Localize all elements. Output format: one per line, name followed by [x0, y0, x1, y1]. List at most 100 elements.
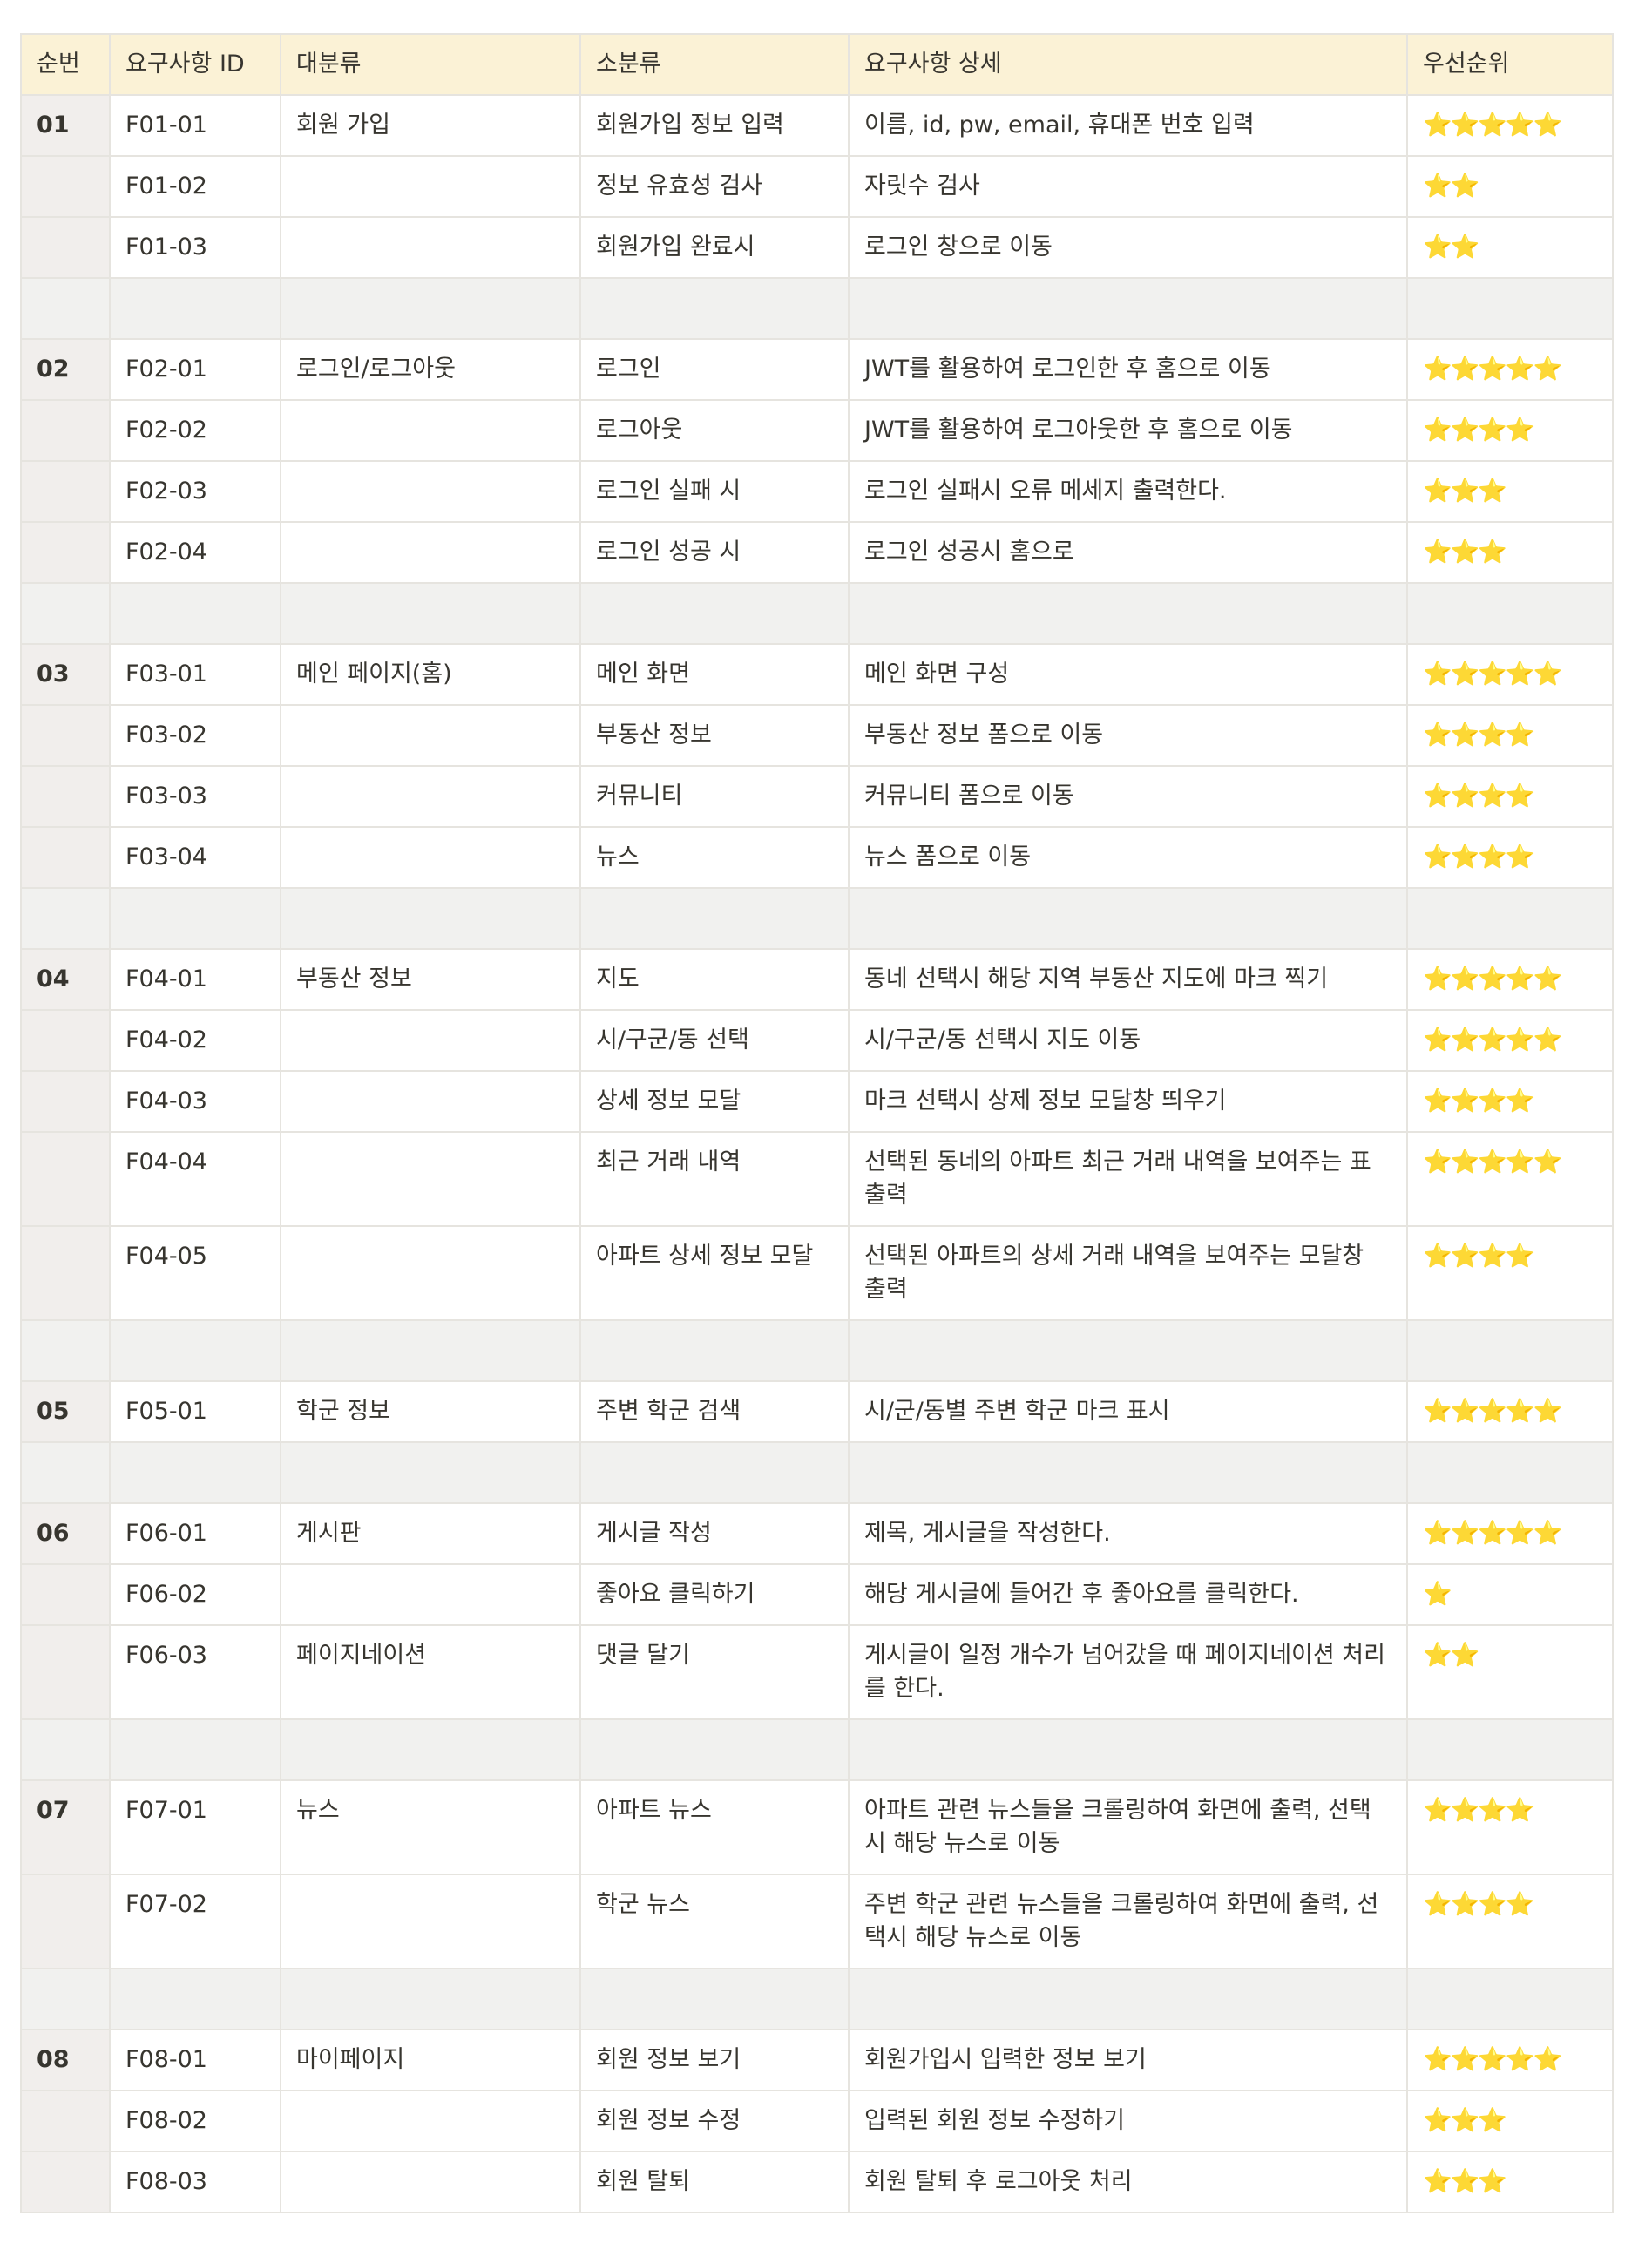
cell-minor-category: 회원가입 정보 입력 — [579, 94, 850, 157]
cell-priority-stars: ⭐⭐⭐ — [1406, 2151, 1614, 2213]
table-row: 02 F02-01 로그인/로그아웃 로그인 JWT를 활용하여 로그인한 후 홈으로 … — [20, 338, 1614, 401]
cell-priority-stars: ⭐⭐⭐⭐ — [1406, 1225, 1614, 1321]
table-row: F08-02 회원 정보 수정 입력된 회원 정보 수정하기 ⭐⭐⭐ — [20, 2090, 1614, 2152]
cell-seq — [20, 2151, 111, 2213]
cell-priority-stars: ⭐⭐⭐⭐ — [1406, 399, 1614, 462]
cell-seq — [20, 1624, 111, 1720]
cell-major-category — [280, 1225, 581, 1321]
separator-cell — [579, 1441, 850, 1504]
table-row: F04-04 최근 거래 내역 선택된 동네의 아파트 최근 거래 내역을 보여주는… — [20, 1131, 1614, 1227]
cell-priority-stars: ⭐⭐ — [1406, 155, 1614, 218]
cell-requirement-detail: 제목, 게시글을 작성한다. — [848, 1502, 1408, 1565]
cell-major-category — [280, 1131, 581, 1227]
separator-cell — [579, 1319, 850, 1382]
separator-cell — [848, 1968, 1408, 2030]
cell-minor-category: 로그아웃 — [579, 399, 850, 462]
cell-seq: 03 — [20, 643, 111, 706]
cell-minor-category: 댓글 달기 — [579, 1624, 850, 1720]
separator-cell — [1406, 277, 1614, 340]
cell-requirement-id: F08-03 — [109, 2151, 281, 2213]
cell-major-category: 부동산 정보 — [280, 948, 581, 1011]
cell-minor-category: 회원 정보 보기 — [579, 2029, 850, 2091]
cell-seq — [20, 399, 111, 462]
separator-cell — [848, 1319, 1408, 1382]
separator-cell — [579, 582, 850, 645]
cell-seq — [20, 1874, 111, 1969]
cell-requirement-detail: 이름, id, pw, email, 휴대폰 번호 입력 — [848, 94, 1408, 157]
cell-priority-stars: ⭐⭐⭐⭐ — [1406, 765, 1614, 828]
table-row: F02-04 로그인 성공 시 로그인 성공시 홈으로 ⭐⭐⭐ — [20, 521, 1614, 584]
cell-requirement-id: F05-01 — [109, 1380, 281, 1443]
cell-requirement-id: F03-02 — [109, 704, 281, 767]
cell-major-category — [280, 460, 581, 523]
separator-cell — [579, 277, 850, 340]
separator-cell — [20, 887, 111, 950]
separator-cell — [280, 277, 581, 340]
separator-cell — [109, 1319, 281, 1382]
header-requirement-id: 요구사항 ID — [109, 33, 281, 96]
cell-requirement-id: F03-01 — [109, 643, 281, 706]
table-row: F07-02 학군 뉴스 주변 학군 관련 뉴스들을 크롤링하여 화면에 출력, 선… — [20, 1874, 1614, 1969]
cell-priority-stars: ⭐⭐⭐⭐⭐ — [1406, 643, 1614, 706]
cell-requirement-id: F08-01 — [109, 2029, 281, 2091]
cell-minor-category: 최근 거래 내역 — [579, 1131, 850, 1227]
group-separator-row — [20, 1319, 1614, 1382]
cell-requirement-detail: 부동산 정보 폼으로 이동 — [848, 704, 1408, 767]
separator-cell — [848, 277, 1408, 340]
cell-requirement-detail: 해당 게시글에 들어간 후 좋아요를 클릭한다. — [848, 1563, 1408, 1626]
cell-priority-stars: ⭐⭐⭐⭐⭐ — [1406, 338, 1614, 401]
requirements-table: 순번 요구사항 ID 대분류 소분류 요구사항 상세 우선순위 01 F01-01… — [20, 33, 1614, 2213]
cell-seq: 01 — [20, 94, 111, 157]
cell-requirement-detail: 아파트 관련 뉴스들을 크롤링하여 화면에 출력, 선택시 해당 뉴스로 이동 — [848, 1779, 1408, 1875]
separator-cell — [109, 582, 281, 645]
cell-major-category — [280, 399, 581, 462]
separator-cell — [579, 1718, 850, 1781]
cell-major-category: 페이지네이션 — [280, 1624, 581, 1720]
header-priority: 우선순위 — [1406, 33, 1614, 96]
cell-requirement-id: F04-04 — [109, 1131, 281, 1227]
header-seq: 순번 — [20, 33, 111, 96]
separator-cell — [1406, 582, 1614, 645]
separator-cell — [20, 1718, 111, 1781]
group-separator-row — [20, 887, 1614, 950]
table-row: 08 F08-01 마이페이지 회원 정보 보기 회원가입시 입력한 정보 보기 ⭐⭐⭐⭐… — [20, 2029, 1614, 2091]
cell-seq — [20, 1563, 111, 1626]
separator-cell — [1406, 1968, 1614, 2030]
table-row: F04-02 시/구군/동 선택 시/구군/동 선택시 지도 이동 ⭐⭐⭐⭐⭐ — [20, 1009, 1614, 1072]
table-row: F08-03 회원 탈퇴 회원 탈퇴 후 로그아웃 처리 ⭐⭐⭐ — [20, 2151, 1614, 2213]
cell-requirement-detail: 동네 선택시 해당 지역 부동산 지도에 마크 찍기 — [848, 948, 1408, 1011]
cell-requirement-detail: 회원가입시 입력한 정보 보기 — [848, 2029, 1408, 2091]
cell-major-category — [280, 521, 581, 584]
cell-requirement-detail: 로그인 창으로 이동 — [848, 216, 1408, 279]
cell-requirement-detail: 게시글이 일정 개수가 넘어갔을 때 페이지네이션 처리를 한다. — [848, 1624, 1408, 1720]
table-header-row: 순번 요구사항 ID 대분류 소분류 요구사항 상세 우선순위 — [20, 33, 1614, 96]
header-major-category: 대분류 — [280, 33, 581, 96]
separator-cell — [20, 1968, 111, 2030]
separator-cell — [20, 1319, 111, 1382]
separator-cell — [280, 887, 581, 950]
table-row: F04-03 상세 정보 모달 마크 선택시 상제 정보 모달창 띄우기 ⭐⭐⭐⭐ — [20, 1070, 1614, 1133]
table-row: 04 F04-01 부동산 정보 지도 동네 선택시 해당 지역 부동산 지도에 마크 … — [20, 948, 1614, 1011]
table-row: 01 F01-01 회원 가입 회원가입 정보 입력 이름, id, pw, email… — [20, 94, 1614, 157]
cell-major-category — [280, 765, 581, 828]
cell-priority-stars: ⭐⭐⭐ — [1406, 2090, 1614, 2152]
cell-priority-stars: ⭐⭐⭐⭐ — [1406, 704, 1614, 767]
cell-minor-category: 메인 화면 — [579, 643, 850, 706]
cell-priority-stars: ⭐⭐⭐ — [1406, 521, 1614, 584]
cell-seq — [20, 765, 111, 828]
cell-priority-stars: ⭐⭐⭐⭐⭐ — [1406, 1380, 1614, 1443]
cell-priority-stars: ⭐⭐ — [1406, 216, 1614, 279]
cell-requirement-id: F08-02 — [109, 2090, 281, 2152]
cell-minor-category: 지도 — [579, 948, 850, 1011]
cell-seq: 04 — [20, 948, 111, 1011]
cell-minor-category: 회원 정보 수정 — [579, 2090, 850, 2152]
cell-seq — [20, 1070, 111, 1133]
cell-requirement-id: F06-01 — [109, 1502, 281, 1565]
cell-minor-category: 회원 탈퇴 — [579, 2151, 850, 2213]
separator-cell — [280, 1718, 581, 1781]
cell-requirement-detail: 커뮤니티 폼으로 이동 — [848, 765, 1408, 828]
cell-requirement-detail: 메인 화면 구성 — [848, 643, 1408, 706]
cell-priority-stars: ⭐⭐⭐ — [1406, 460, 1614, 523]
cell-seq — [20, 1009, 111, 1072]
group-separator-row — [20, 277, 1614, 340]
